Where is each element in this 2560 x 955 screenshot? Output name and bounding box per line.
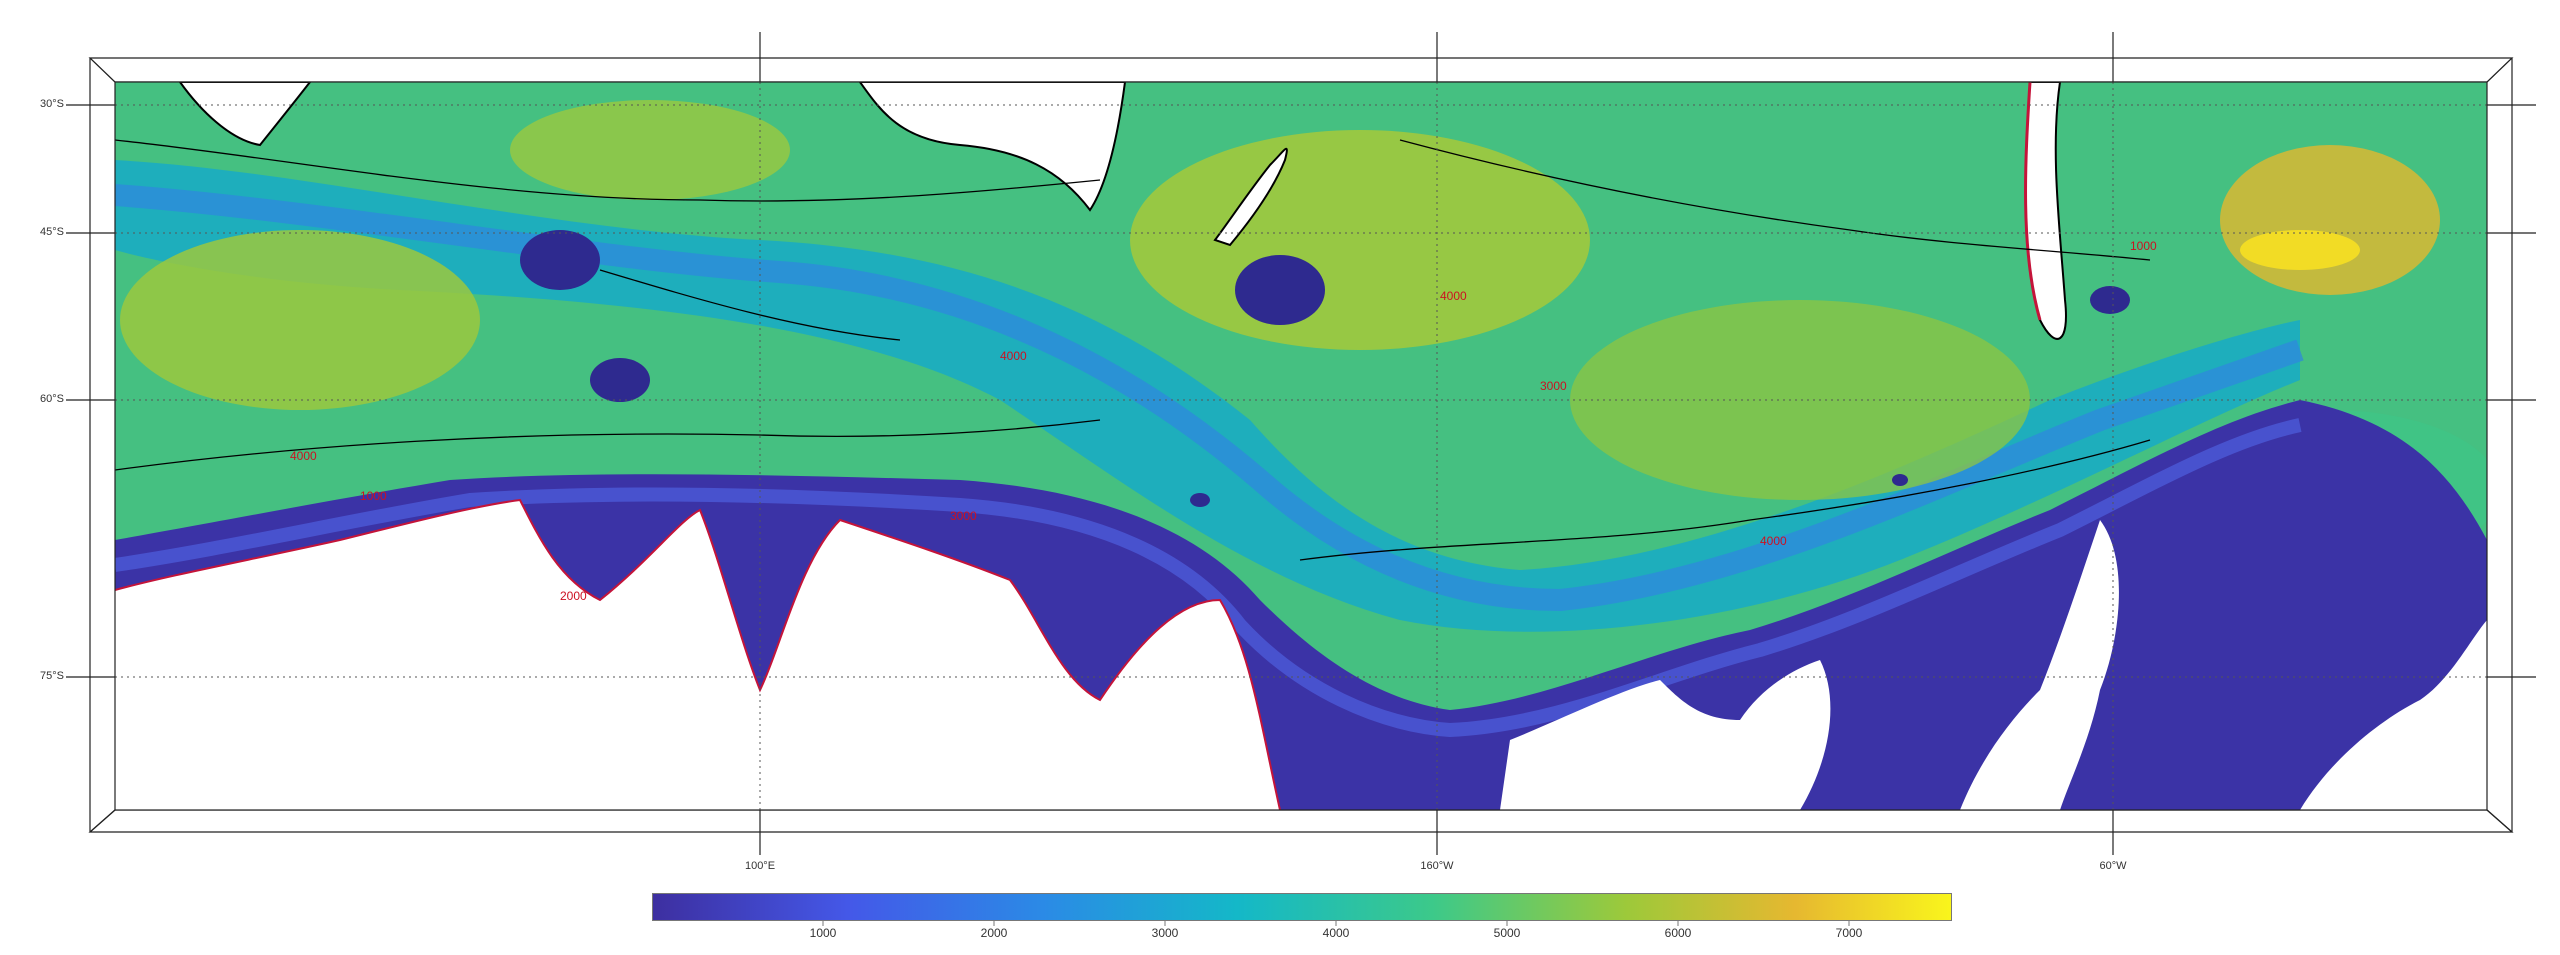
lon-label-60w: 60°W [2099,860,2127,872]
colorbar-ticks [822,921,1850,926]
africa-land [178,82,312,147]
mid-ocean-ridge [115,160,2300,632]
deep-basin [120,230,480,410]
contour-label: 3000 [1540,379,1567,393]
deep-basin [2220,145,2440,295]
colorbar-tick-label: 5000 [1493,926,1521,940]
contour-label: 3000 [950,509,977,523]
colorbar-tick-label: 4000 [1322,926,1350,940]
antarctic-land [1500,660,1831,810]
antarctic-land [2300,620,2487,810]
australia-land [858,82,1127,212]
contour-label: 4000 [290,449,317,463]
depth-contours [115,139,2151,561]
deep-basin [1570,300,2030,500]
contour-label: 1000 [2130,239,2157,253]
lat-label-60s: 60°S [40,393,64,405]
colorbar-tick-label: 7000 [1835,926,1863,940]
antarctic-land [1960,520,2119,810]
lon-label-160w: 160°W [1420,860,1454,872]
lat-label-45s: 45°S [40,226,64,238]
contour-label: 4000 [1760,534,1787,548]
deep-basin [1130,130,1590,350]
new-zealand-land [1213,147,1288,247]
lat-label-75s: 75°S [40,670,64,682]
colorbar-tick-label: 6000 [1664,926,1692,940]
contour-label: 2000 [560,589,587,603]
colorbar-tick-label: 1000 [809,926,837,940]
graticule [115,82,2487,810]
islands [520,230,2130,507]
contour-label: 4000 [1440,289,1467,303]
contour-labels: 1000 2000 3000 4000 4000 4000 4000 3000 … [290,239,2157,603]
lat-label-30s: 30°S [40,98,64,110]
deep-basin [510,100,790,200]
depth-colorbar [652,893,1952,921]
coastline [2024,82,2042,321]
colorbar-tick-label: 3000 [1151,926,1179,940]
map-border [114,81,2488,811]
lon-label-100e: 100°E [744,860,776,872]
antarctic-land [115,500,1280,810]
ridge-crest [115,184,2304,612]
colorbar-tick-label: 2000 [980,926,1008,940]
contour-label: 1000 [360,489,387,503]
deep-basin [2240,230,2360,270]
contour-label: 4000 [1000,349,1027,363]
shelf-edge [115,418,2302,738]
